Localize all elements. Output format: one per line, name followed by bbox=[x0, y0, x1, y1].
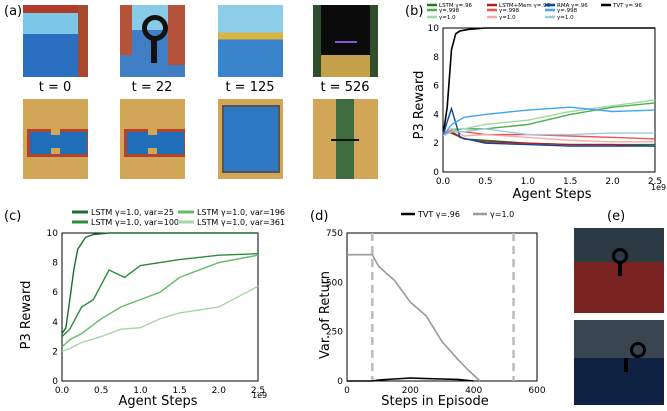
y-tick-label-c: 10 bbox=[47, 229, 59, 239]
x-tick-label-c: 1.0 bbox=[133, 386, 148, 396]
x-axis-label-c: Agent Steps bbox=[119, 394, 198, 409]
x-axis-label-b: Agent Steps bbox=[513, 187, 592, 202]
legend-d: TVT γ=.96 γ=1.0 bbox=[401, 210, 514, 219]
y-tick-label-c: 6 bbox=[52, 288, 58, 298]
x-scale-note-c: 1e9 bbox=[252, 391, 267, 400]
series-line-c bbox=[61, 253, 259, 338]
series-line-c bbox=[61, 285, 259, 353]
series-line-d bbox=[347, 377, 474, 382]
legend-entry-b: γ=.998 bbox=[557, 8, 578, 14]
x-tick-label-d: 200 bbox=[402, 386, 419, 396]
legend-entry-b: LSTM γ=.96 bbox=[439, 3, 473, 9]
y-tick-label-b: 6 bbox=[433, 82, 439, 92]
panel-label-c: (c) bbox=[4, 209, 22, 224]
series-line-c bbox=[61, 232, 258, 334]
y-tick-label-d: 250 bbox=[326, 328, 343, 338]
y-tick-label-b: 8 bbox=[433, 53, 439, 63]
view-image-e-bottom bbox=[574, 320, 664, 405]
series-line-b bbox=[442, 128, 655, 143]
plot-frame-d bbox=[346, 232, 538, 382]
series-line-d bbox=[347, 253, 481, 382]
legend-entry-b: TVT γ=.96 bbox=[612, 3, 642, 9]
view-thumbnail-t22 bbox=[120, 5, 185, 77]
map-thumbnail-t125 bbox=[218, 99, 283, 179]
x-tick-label-c: 1.5 bbox=[172, 386, 186, 396]
y-tick-label-d: 500 bbox=[326, 278, 343, 288]
series-line-c bbox=[61, 254, 259, 348]
x-tick-label-b: 1.0 bbox=[521, 177, 536, 187]
series-line-b bbox=[442, 99, 656, 136]
y-tick-label-c: 2 bbox=[52, 347, 58, 357]
series-line-b bbox=[442, 131, 656, 147]
view-thumbnail-t0 bbox=[23, 5, 88, 77]
legend-entry-c: LSTM γ=1.0, var=196 bbox=[197, 208, 285, 217]
map-thumbnail-t22 bbox=[120, 99, 185, 179]
legend-entry-b: γ=1.0 bbox=[557, 15, 574, 21]
timestep-label-0: t = 0 bbox=[38, 80, 72, 95]
y-tick-label-c: 8 bbox=[52, 259, 58, 269]
series-line-b bbox=[442, 106, 655, 147]
y-tick-label-c: 0 bbox=[52, 377, 58, 387]
legend-entry-c: LSTM γ=1.0, var=100 bbox=[91, 218, 179, 227]
y-axis-label-c: P3 Reward bbox=[19, 281, 34, 350]
map-thumbnail-t0 bbox=[23, 99, 88, 179]
legend-entry-b: γ=.998 bbox=[439, 8, 460, 14]
map-thumbnail-t526 bbox=[313, 99, 378, 179]
series-line-b bbox=[442, 27, 655, 137]
y-tick-label-c: 4 bbox=[52, 318, 58, 328]
chart-d: TVT γ=.96 γ=1.0 0 200 400 600 0 250 500 750 Step… bbox=[318, 210, 546, 409]
y-axis-label-b: P3 Reward bbox=[412, 71, 427, 140]
view-thumbnail-t526 bbox=[313, 5, 378, 77]
x-tick-label-b: 0.0 bbox=[436, 177, 451, 187]
y-tick-label-b: 2 bbox=[433, 139, 439, 149]
legend-entry-b: γ=.998 bbox=[499, 8, 520, 14]
y-tick-label-b: 0 bbox=[433, 168, 439, 178]
x-tick-label-b: 2.0 bbox=[605, 177, 620, 187]
x-tick-label-d: 600 bbox=[528, 386, 545, 396]
panel-label-b: (b) bbox=[405, 4, 424, 19]
y-tick-label-d: 750 bbox=[326, 229, 343, 239]
timestep-label-3: t = 526 bbox=[320, 80, 370, 95]
legend-entry-b: γ=1.0 bbox=[499, 15, 516, 21]
series-line-b bbox=[442, 106, 656, 137]
panel-label-d: (d) bbox=[310, 209, 329, 224]
timestep-label-1: t = 22 bbox=[131, 80, 173, 95]
y-tick-label-d: 0 bbox=[337, 377, 343, 387]
x-tick-label-d: 400 bbox=[465, 386, 482, 396]
panel-label-a: (a) bbox=[4, 4, 23, 19]
legend-entry-c: LSTM γ=1.0, var=25 bbox=[91, 208, 174, 217]
legend-entry-b: γ=1.0 bbox=[439, 15, 456, 21]
legend-entry-c: LSTM γ=1.0, var=361 bbox=[197, 218, 285, 227]
plot-frame-b bbox=[442, 27, 656, 173]
key-icon bbox=[142, 15, 168, 41]
legend-entry-d: TVT γ=.96 bbox=[417, 210, 460, 219]
x-tick-label-c: 0.5 bbox=[94, 386, 108, 396]
x-tick-label-d: 0 bbox=[344, 386, 350, 396]
y-axis-label-d: Var. of Return bbox=[318, 271, 333, 359]
view-thumbnail-t125 bbox=[218, 5, 283, 77]
view-image-e-top bbox=[574, 228, 664, 313]
y-tick-label-b: 10 bbox=[428, 24, 440, 34]
x-tick-label-b: 0.5 bbox=[478, 177, 492, 187]
y-tick-label-b: 4 bbox=[433, 110, 439, 120]
x-scale-note-b: 1e9 bbox=[651, 183, 666, 192]
x-axis-label-d: Steps in Episode bbox=[381, 394, 489, 409]
legend-entry-b: RMA γ=.96 bbox=[557, 3, 588, 9]
series-line-b bbox=[442, 128, 655, 137]
x-tick-label-b: 1.5 bbox=[563, 177, 577, 187]
x-tick-label-c: 2.5 bbox=[251, 386, 265, 396]
legend-entry-d: γ=1.0 bbox=[490, 210, 514, 219]
x-tick-label-c: 2.0 bbox=[212, 386, 227, 396]
x-tick-label-c: 0.0 bbox=[55, 386, 70, 396]
x-tick-label-b: 2.5 bbox=[648, 177, 662, 187]
timestep-label-2: t = 125 bbox=[225, 80, 275, 95]
panel-label-e: (e) bbox=[607, 209, 626, 224]
legend-entry-b: LSTM+Mem γ=.96 bbox=[499, 3, 551, 9]
